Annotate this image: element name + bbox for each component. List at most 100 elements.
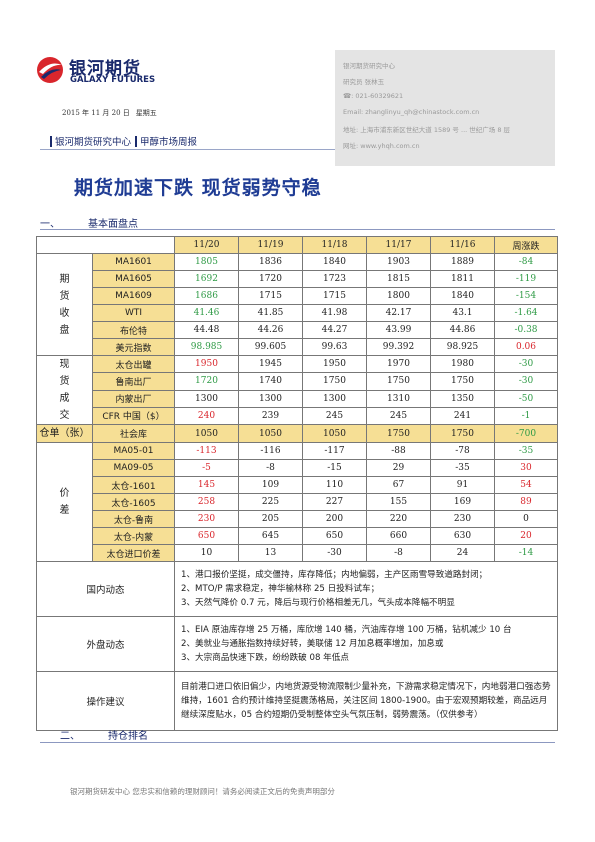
value-cell: 227 [302, 493, 367, 511]
value-cell: -15 [302, 459, 367, 477]
value-cell: 1715 [238, 287, 303, 305]
weekly-change-cell: 0.06 [494, 338, 558, 356]
table-row: MA09-05 -5 -8 -15 29 -35 30 [37, 459, 558, 477]
weekly-change-cell: 89 [494, 493, 558, 511]
header-date: 11/20 [174, 236, 239, 254]
domestic-news-row: 国内动态 1、港口报价坚挺，成交僵持，库存降低；内地偏弱，主产区雨雪导致道路封闭；… [36, 561, 558, 617]
value-cell: 1750 [366, 424, 431, 443]
weekly-change-cell: 20 [494, 527, 558, 545]
value-cell: -116 [238, 442, 303, 460]
value-cell: 241 [430, 406, 495, 426]
weekly-change-cell: -1 [494, 406, 558, 426]
value-cell: 1840 [430, 287, 495, 305]
value-cell: 630 [430, 527, 495, 545]
report-weekday: 星期五 [135, 109, 157, 117]
value-cell: 98.925 [430, 338, 495, 356]
report-date: 2015 年 11 月 20 日星期五 [62, 108, 163, 118]
value-cell: -117 [302, 442, 367, 460]
contact-address: 地址: 上海市浦东新区世纪大道 1589 号 ... 世纪广场 8 层 [343, 126, 511, 134]
row-label: 太仓-1601 [92, 476, 175, 494]
weekly-change-cell: 0 [494, 510, 558, 528]
section-divider [40, 229, 555, 230]
value-cell: 13 [238, 544, 303, 562]
domestic-news-line: 2、MTO/P 需求稳定，神华榆林称 25 日投料试车； [181, 584, 380, 594]
value-cell: -88 [366, 442, 431, 460]
value-cell: 67 [366, 476, 431, 494]
table-row: 美元指数 98.985 99.605 99.63 99.392 98.925 0.06 [37, 338, 558, 356]
value-cell: 44.26 [238, 321, 303, 339]
contact-email: Email: zhanglinyu_qh@chinastock.com.cn [343, 108, 480, 116]
header-blank [36, 236, 175, 254]
overseas-news-line: 1、EIA 原油库存增 25 万桶，库欣增 140 桶，汽油库存增 100 万桶… [181, 625, 512, 635]
value-cell: -35 [430, 459, 495, 477]
value-cell: 1800 [366, 287, 431, 305]
table-row: MA1609 1686 1715 1715 1800 1840 -154 [37, 287, 558, 305]
value-cell: -8 [238, 459, 303, 477]
section-divider [40, 742, 555, 743]
value-cell: 230 [174, 510, 239, 528]
value-cell: 1350 [430, 389, 495, 408]
value-cell: 155 [366, 493, 431, 511]
value-cell: 660 [366, 527, 431, 545]
tagline-bar [50, 136, 52, 147]
weekly-change-cell: -30 [494, 354, 558, 374]
value-cell: 109 [238, 476, 303, 494]
header-date: 11/19 [238, 236, 303, 254]
table-row: 现 货 成 交太仓出罐 1950 1945 1950 1970 1980 -30 [36, 354, 558, 425]
value-cell: 1840 [302, 253, 367, 271]
row-label: CFR 中国（$） [92, 406, 175, 426]
header-date: 11/17 [366, 236, 431, 254]
weekly-change-cell: -35 [494, 442, 558, 460]
value-cell: 1750 [366, 372, 431, 391]
overseas-news-row: 外盘动态 1、EIA 原油库存增 25 万桶，库欣增 140 桶，汽油库存增 10… [36, 616, 558, 672]
value-cell: -5 [174, 459, 239, 477]
value-cell: 1945 [238, 354, 303, 374]
table-row: 太仓-内蒙 650 645 650 660 630 20 [37, 527, 558, 545]
group-spread: 价 差 [36, 442, 93, 562]
value-cell: 1903 [366, 253, 431, 271]
value-cell: 99.63 [302, 338, 367, 356]
galaxy-logo-icon [37, 57, 63, 83]
tagline-dept: 银河期货研究中心 [55, 137, 132, 148]
value-cell: 42.17 [366, 304, 431, 322]
value-cell: 1970 [366, 354, 431, 374]
contact-phone: ☎: 021-60329621 [343, 92, 404, 100]
table-row: 太仓-1605 258 225 227 155 169 89 [37, 493, 558, 511]
value-cell: 650 [302, 527, 367, 545]
group-futures-close: 期 货 收 盘 [36, 253, 93, 356]
value-cell: 44.48 [174, 321, 239, 339]
weekly-change-cell: -0.38 [494, 321, 558, 339]
value-cell: 43.99 [366, 321, 431, 339]
tagline-bar [135, 136, 138, 147]
value-cell: 44.86 [430, 321, 495, 339]
overseas-news-line: 2、美就业与通胀指数持续好转，美联储 12 月加息概率增加，加息或 [181, 639, 444, 649]
section-number: 一、 [40, 219, 60, 230]
header-date: 11/18 [302, 236, 367, 254]
header-weekly-change: 周涨跌 [494, 236, 558, 254]
section-heading-2: 二、 持仓排名 [60, 727, 148, 742]
overseas-news-label: 外盘动态 [36, 616, 175, 672]
row-label: 太仓-鲁南 [92, 510, 175, 528]
value-cell: 99.392 [366, 338, 431, 356]
value-cell: 1811 [430, 270, 495, 288]
value-cell: 29 [366, 459, 431, 477]
row-label: 太仓出罐 [92, 354, 175, 374]
value-cell: 41.46 [174, 304, 239, 322]
header-date: 11/16 [430, 236, 495, 254]
weekly-change-cell: -119 [494, 270, 558, 288]
table-row: WTI 41.46 41.85 41.98 42.17 43.1 -1.64 [37, 304, 558, 322]
logo-text-en: GALAXY FUTURES [70, 75, 156, 85]
value-cell: 240 [174, 406, 239, 426]
group-warehouse: 仓单（张） [36, 424, 93, 443]
header-divider [40, 149, 335, 150]
value-cell: 1836 [238, 253, 303, 271]
value-cell: 1815 [366, 270, 431, 288]
overseas-news-line: 3、大宗商品快速下跌，纷纷跌破 08 年低点 [181, 653, 349, 663]
page-footer: 银河期货研发中心 您忠实和信赖的理财顾问！请务必阅读正文后的免责声明部分 [70, 787, 335, 796]
value-cell: 41.85 [238, 304, 303, 322]
table-row: 仓单（张） 社会库 1050 1050 1050 1750 1750 -700 [36, 424, 558, 443]
trading-advice-row: 操作建议 目前港口进口依旧偏少，内地货源受物流限制少量补充，下游需求稳定情况下，内… [36, 671, 558, 731]
report-date-ymd: 2015 年 11 月 20 日 [62, 109, 130, 117]
domestic-news-label: 国内动态 [36, 561, 175, 617]
table-row: 太仓-1601 145 109 110 67 91 54 [37, 476, 558, 494]
